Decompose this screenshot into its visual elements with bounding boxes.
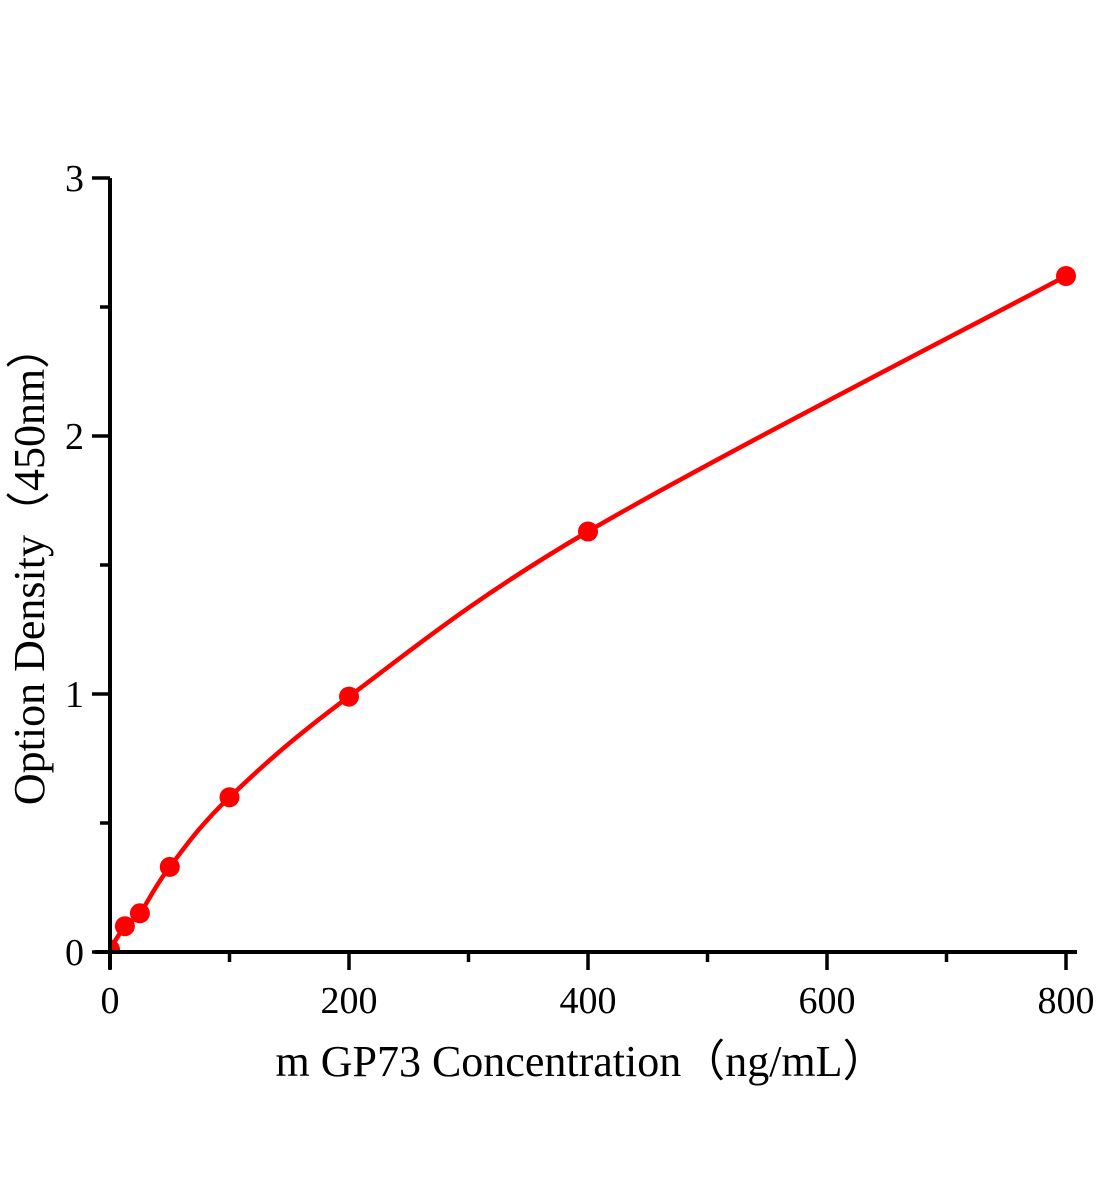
y-tick-label: 0	[65, 932, 84, 974]
y-tick-label: 2	[65, 416, 84, 458]
series-layer	[110, 266, 1076, 954]
data-point-marker	[339, 686, 359, 707]
y-tick-label: 3	[65, 158, 84, 200]
data-point-marker	[578, 521, 598, 542]
axes-layer: 0 200 400 600 800 0 1 2 3	[65, 158, 1095, 1022]
x-tick-label: 400	[560, 980, 617, 1022]
x-axis-title: m GP73 Concentration（ng/mL）	[275, 1037, 886, 1086]
x-tick-label: 200	[321, 980, 378, 1022]
data-point-marker	[219, 787, 240, 808]
data-point-marker	[114, 916, 135, 937]
standard-curve-line	[110, 274, 1068, 951]
y-axis-title: Option Density（450nm）	[5, 325, 54, 805]
x-tick-label: 600	[799, 980, 856, 1022]
data-point-marker	[1056, 266, 1076, 286]
x-tick-label: 800	[1038, 980, 1095, 1022]
x-tick-label: 0	[101, 980, 120, 1022]
data-point-marker	[129, 903, 150, 924]
data-point-marker	[159, 856, 180, 877]
y-tick-label: 1	[65, 674, 84, 716]
